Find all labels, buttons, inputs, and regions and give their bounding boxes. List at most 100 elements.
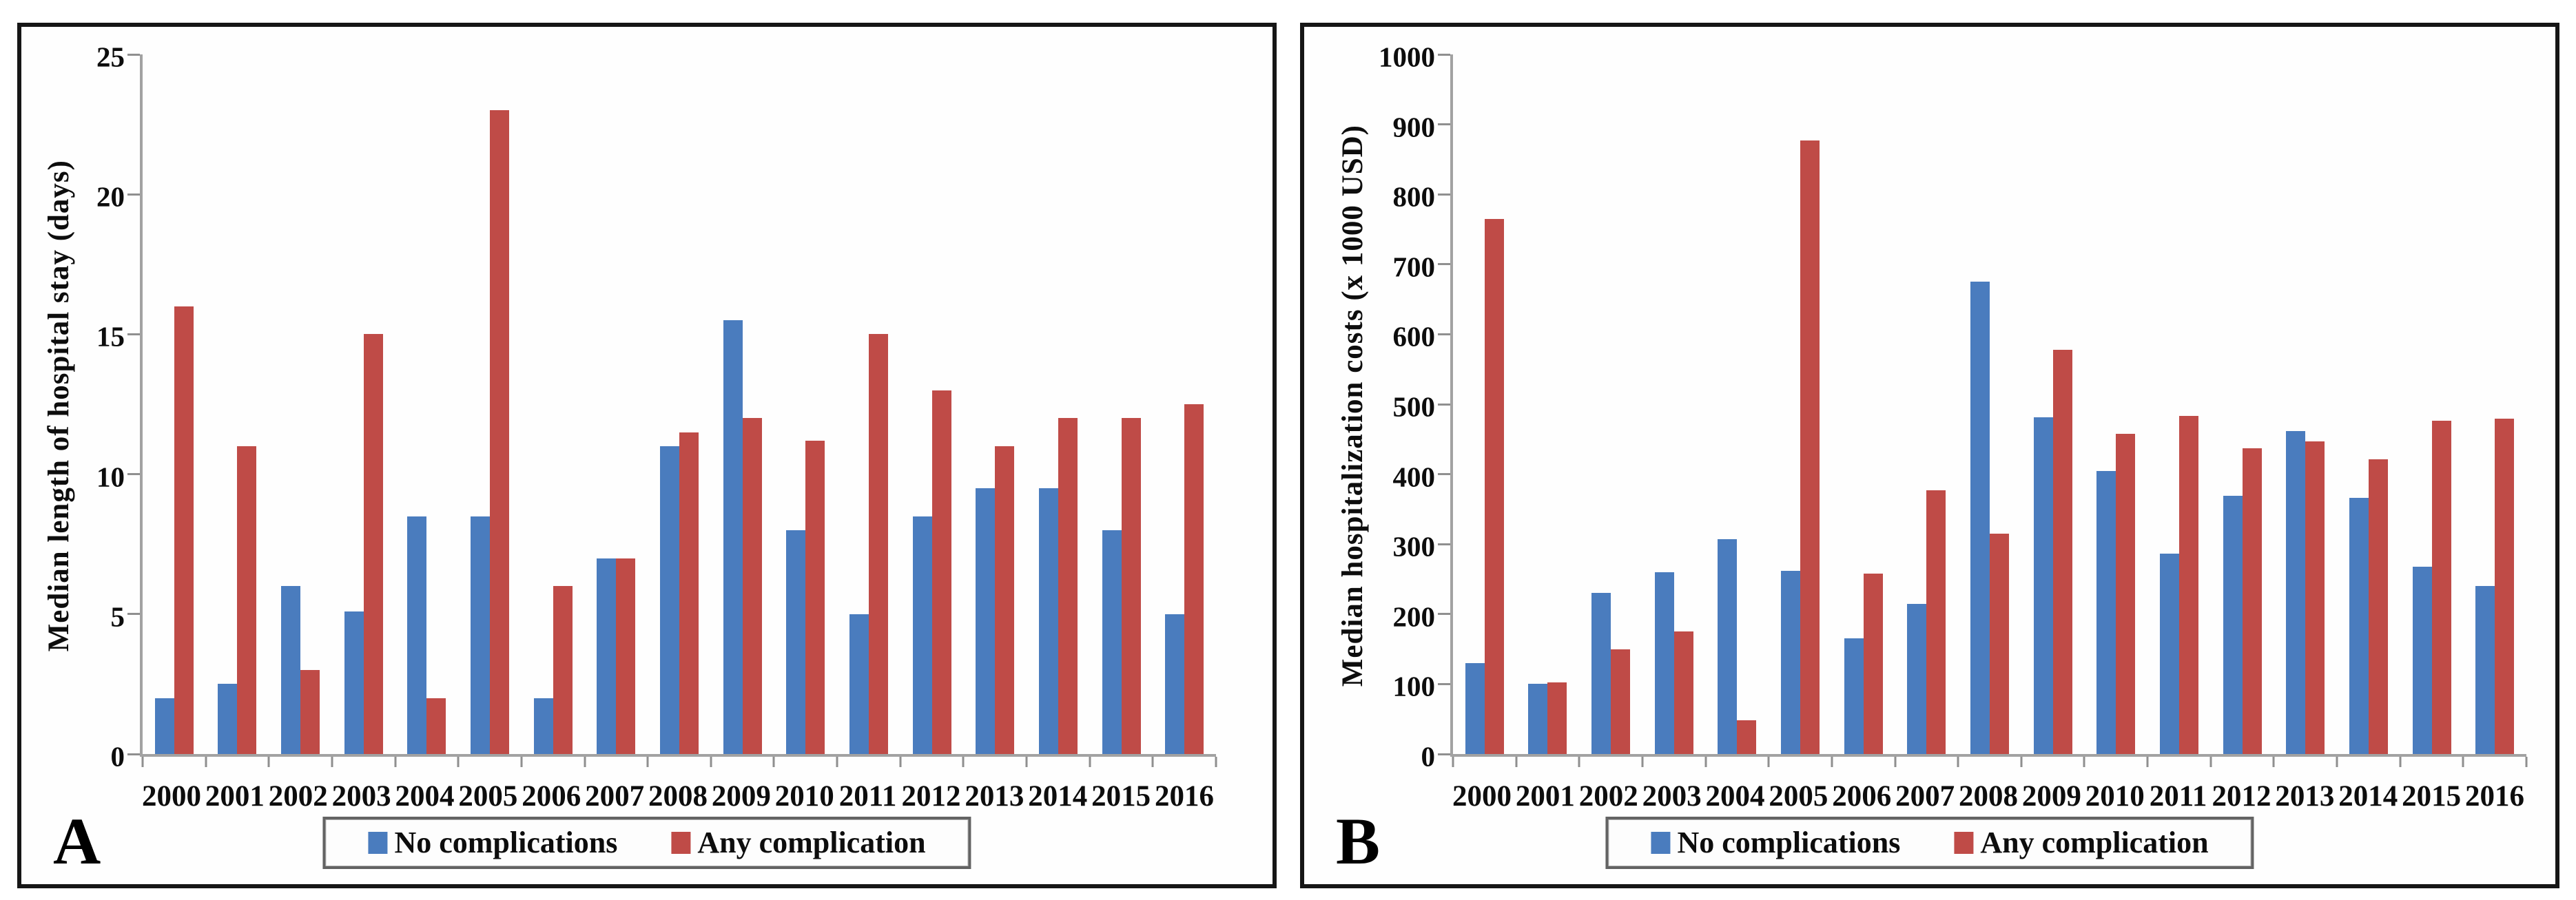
x-tick-label: 2008 (1958, 779, 2018, 813)
panel-letter: A (53, 804, 101, 878)
x-tick (1515, 757, 1518, 767)
legend-item-no-complications: No complications (1651, 828, 1900, 858)
bar-no-complications-2003 (1654, 572, 1674, 754)
bar-group-2010 (774, 54, 837, 754)
legend-item-no-complications: No complications (368, 828, 617, 858)
x-tick-label: 2011 (2149, 779, 2207, 813)
x-tick-label: 2008 (648, 779, 708, 813)
x-tick (836, 757, 838, 767)
x-tick-label: 2014 (1028, 779, 1088, 813)
bar-no-complications-2016 (1165, 614, 1185, 754)
x-tick (646, 757, 649, 767)
y-tick-label: 15 (96, 320, 125, 353)
bar-any-complication-2012 (2242, 448, 2262, 754)
bar-any-complication-2016 (2495, 419, 2515, 754)
x-tick-label: 2000 (1452, 779, 1512, 813)
bar-group-2008 (1958, 54, 2021, 754)
legend-label: Any complication (697, 826, 926, 859)
x-tick (1578, 757, 1580, 767)
x-tick (1957, 757, 1959, 767)
x-tick (2146, 757, 2149, 767)
bar-no-complications-2015 (1102, 530, 1122, 754)
bar-no-complications-2011 (849, 614, 869, 754)
bar-group-2015 (2400, 54, 2464, 754)
legend: No complications Any complication (1605, 817, 2254, 869)
x-tick (2525, 757, 2528, 767)
bar-no-complications-2012 (2223, 496, 2243, 754)
x-tick-label: 2006 (522, 779, 581, 813)
x-tick (331, 757, 333, 767)
bar-any-complication-2002 (300, 670, 320, 754)
bar-no-complications-2005 (1781, 571, 1801, 754)
bar-group-2000 (143, 54, 206, 754)
bar-any-complication-2005 (490, 110, 510, 754)
bar-no-complications-2015 (2412, 567, 2432, 754)
x-tick (1831, 757, 1833, 767)
x-tick-label: 2007 (1895, 779, 1955, 813)
x-tick-label: 2010 (774, 779, 834, 813)
y-tick (127, 613, 140, 616)
x-tick-label: 2009 (711, 779, 771, 813)
legend-marker-blue (368, 832, 388, 854)
bar-group-2001 (206, 54, 269, 754)
x-tick-label: 2015 (1091, 779, 1151, 813)
x-tick-label: 2003 (1642, 779, 1702, 813)
x-tick-label: 2012 (2212, 779, 2271, 813)
bar-no-complications-2016 (2475, 586, 2495, 754)
bar-group-2014 (1027, 54, 1090, 754)
bar-group-2005 (458, 54, 522, 754)
x-tick (520, 757, 523, 767)
bar-any-complication-2003 (1673, 631, 1693, 754)
bar-group-2012 (2211, 54, 2274, 754)
y-tick-label: 500 (1392, 390, 1436, 423)
bar-group-2009 (711, 54, 774, 754)
bar-any-complication-2013 (2305, 441, 2325, 754)
y-tick (127, 193, 140, 196)
bar-any-complication-2011 (2178, 416, 2198, 754)
bar-group-2016 (1153, 54, 1216, 754)
x-tick (962, 757, 965, 767)
bar-no-complications-2003 (344, 611, 364, 754)
bar-no-complications-2010 (2096, 471, 2116, 754)
bar-group-2003 (1642, 54, 1706, 754)
bar-any-complication-2010 (2116, 434, 2136, 754)
x-tick (899, 757, 902, 767)
y-tick-label: 700 (1392, 251, 1436, 283)
bar-any-complication-2012 (931, 390, 951, 754)
x-tick-label: 2016 (2464, 779, 2524, 813)
y-tick-label: 100 (1392, 670, 1436, 702)
panel-b-hospitalization-costs-chart: Median hospitalization costs (x 1000 USD… (1300, 23, 2559, 888)
bar-no-complications-2009 (2033, 417, 2053, 754)
x-tick-label: 2000 (141, 779, 201, 813)
y-tick-label: 800 (1392, 180, 1436, 213)
x-tick-label: 2009 (2021, 779, 2081, 813)
x-tick (1641, 757, 1644, 767)
y-tick (1438, 543, 1450, 545)
x-tick (1704, 757, 1707, 767)
bar-any-complication-2013 (995, 446, 1015, 754)
bar-no-complications-2013 (2286, 431, 2306, 754)
x-tick-label: 2011 (838, 779, 897, 813)
x-tick (394, 757, 397, 767)
y-tick-label: 300 (1392, 530, 1436, 563)
x-tick (772, 757, 775, 767)
x-tick (1025, 757, 1028, 767)
bar-any-complication-2007 (1926, 490, 1946, 754)
bar-group-2016 (2463, 54, 2526, 754)
y-tick-label: 5 (110, 600, 125, 633)
x-tick (1894, 757, 1897, 767)
bar-no-complications-2002 (281, 586, 301, 754)
bar-group-2004 (1706, 54, 1769, 754)
bar-no-complications-2013 (976, 488, 996, 754)
bar-any-complication-2005 (1800, 140, 1820, 754)
bar-group-2000 (1453, 54, 1516, 754)
bar-no-complications-2002 (1591, 593, 1611, 754)
bar-no-complications-2011 (2159, 554, 2179, 754)
x-tick (1151, 757, 1154, 767)
y-tick-label: 25 (96, 41, 125, 73)
y-tick-label: 10 (96, 461, 125, 493)
bar-no-complications-2001 (1528, 684, 1548, 754)
bar-group-2013 (2274, 54, 2337, 754)
y-tick-label: 0 (110, 740, 125, 773)
bar-group-2014 (2337, 54, 2400, 754)
